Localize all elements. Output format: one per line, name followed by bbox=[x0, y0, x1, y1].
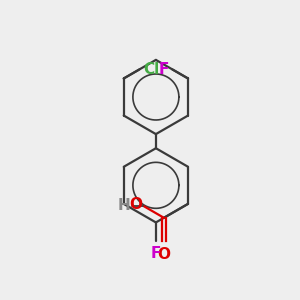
Text: H: H bbox=[117, 199, 130, 214]
Text: F: F bbox=[158, 62, 169, 77]
Text: Cl: Cl bbox=[143, 62, 159, 77]
Text: F: F bbox=[151, 246, 161, 261]
Text: O: O bbox=[158, 247, 170, 262]
Text: O: O bbox=[129, 197, 142, 212]
